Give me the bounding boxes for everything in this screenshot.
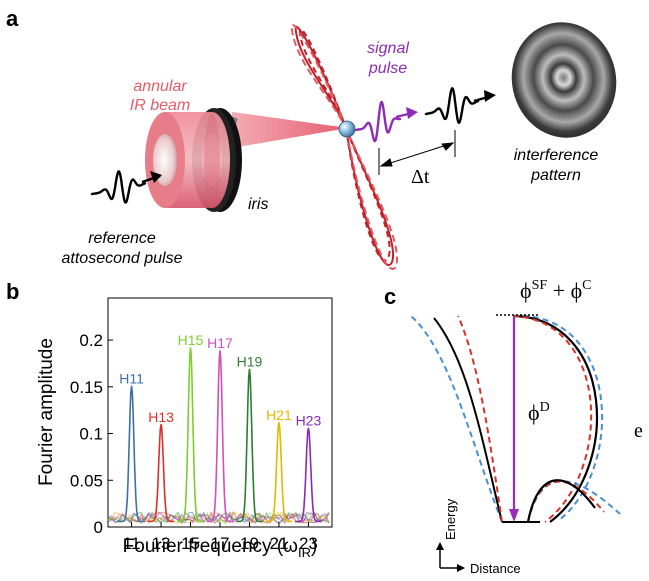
reference-pulse-arrowhead [150,171,162,183]
trajectory-red-dashed [512,315,593,523]
electron-label: e [634,420,643,442]
peak-h23 [295,427,322,523]
annular-beam-label-line1: annular [133,78,187,95]
y-tick-label: 0.1 [79,425,103,444]
trajectory-blue-dashed [512,314,604,522]
y-tick-label: 0.15 [70,378,103,397]
delay-label: Δt [411,166,430,188]
left-potential-red-dashed [457,315,503,523]
left-potential-solid [433,317,503,523]
signal-pulse-arrowhead [406,107,418,119]
energy-axis-arrowhead [436,542,444,550]
y-tick-label: 0.2 [79,331,103,350]
label-h11: H11 [119,370,144,386]
x-tick-label: 13 [152,534,171,553]
x-tick-label: 23 [299,534,318,553]
harmonic-peaks [118,347,322,523]
delay-marker [378,130,456,175]
label-h19: H19 [237,354,263,370]
label-h13: H13 [148,409,174,425]
panel-a: a [6,6,617,270]
left-potential-blue-dashed [409,314,503,523]
label-h15: H15 [178,332,204,348]
reference-label-line2: attosecond pulse [62,250,183,267]
interference-pattern-disk [511,22,617,138]
signal-pulse-label-line2: pulse [368,60,407,77]
y-axis-ticks: 0 0.05 0.1 0.15 0.2 [70,331,113,537]
distance-axis-arrowhead [457,564,465,572]
noise-trace-h23 [107,511,330,525]
x-tick-label: 17 [211,534,230,553]
label-h21: H21 [266,407,292,423]
peak-h11 [118,385,145,523]
peak-h21 [265,422,293,523]
x-tick-label: 19 [240,534,259,553]
target-atom [338,120,356,138]
phi-top-label: ϕSF + ϕC [520,278,592,303]
peak-h17 [206,350,234,523]
panel-c-letter: c [384,284,396,309]
peak-h15 [177,347,204,523]
x-tick-label: 11 [123,534,141,553]
signal-pulse-label-line1: signal [367,40,409,57]
panel-c: c ϕSF + ϕC ϕD e Energy Distance [384,278,643,576]
energy-label: Energy [443,498,458,540]
reference-label-line1: reference [88,230,156,247]
delayed-reference-arrowhead [484,90,496,102]
y-tick-label: 0.05 [70,471,103,490]
interference-label-line2: pattern [530,167,581,184]
x-axis-ticks: 11 13 15 17 19 21 23 [123,522,318,553]
y-tick-label: 0 [94,518,103,537]
peak-h13 [147,424,175,523]
barrier-solid [526,479,596,523]
distance-label: Distance [470,561,521,576]
y-axis-label: Fourier amplitude [36,338,57,486]
label-h17: H17 [207,335,233,351]
focusing-cone [232,112,348,148]
panel-a-letter: a [6,6,19,31]
annular-beam-label-line2: IR beam [130,97,190,114]
peak-h19 [236,368,263,523]
reference-pulse-waveform [90,170,147,204]
trajectory-solid [512,314,598,523]
x-tick-label: 21 [269,534,288,553]
x-tick-label: 15 [181,534,200,553]
phi-d-arrowhead [509,509,519,522]
x-axis-label: Fourier frequency (ωIR) [123,536,318,560]
panel-b-letter: b [6,279,19,304]
interference-label-line1: interference [514,147,599,164]
signal-pulse-waveform [354,100,402,143]
label-h23: H23 [296,413,322,429]
iris-label: iris [248,196,268,213]
delayed-reference-waveform [424,87,480,125]
annular-ir-beam [145,112,230,208]
phi-d-label: ϕD [528,400,550,425]
